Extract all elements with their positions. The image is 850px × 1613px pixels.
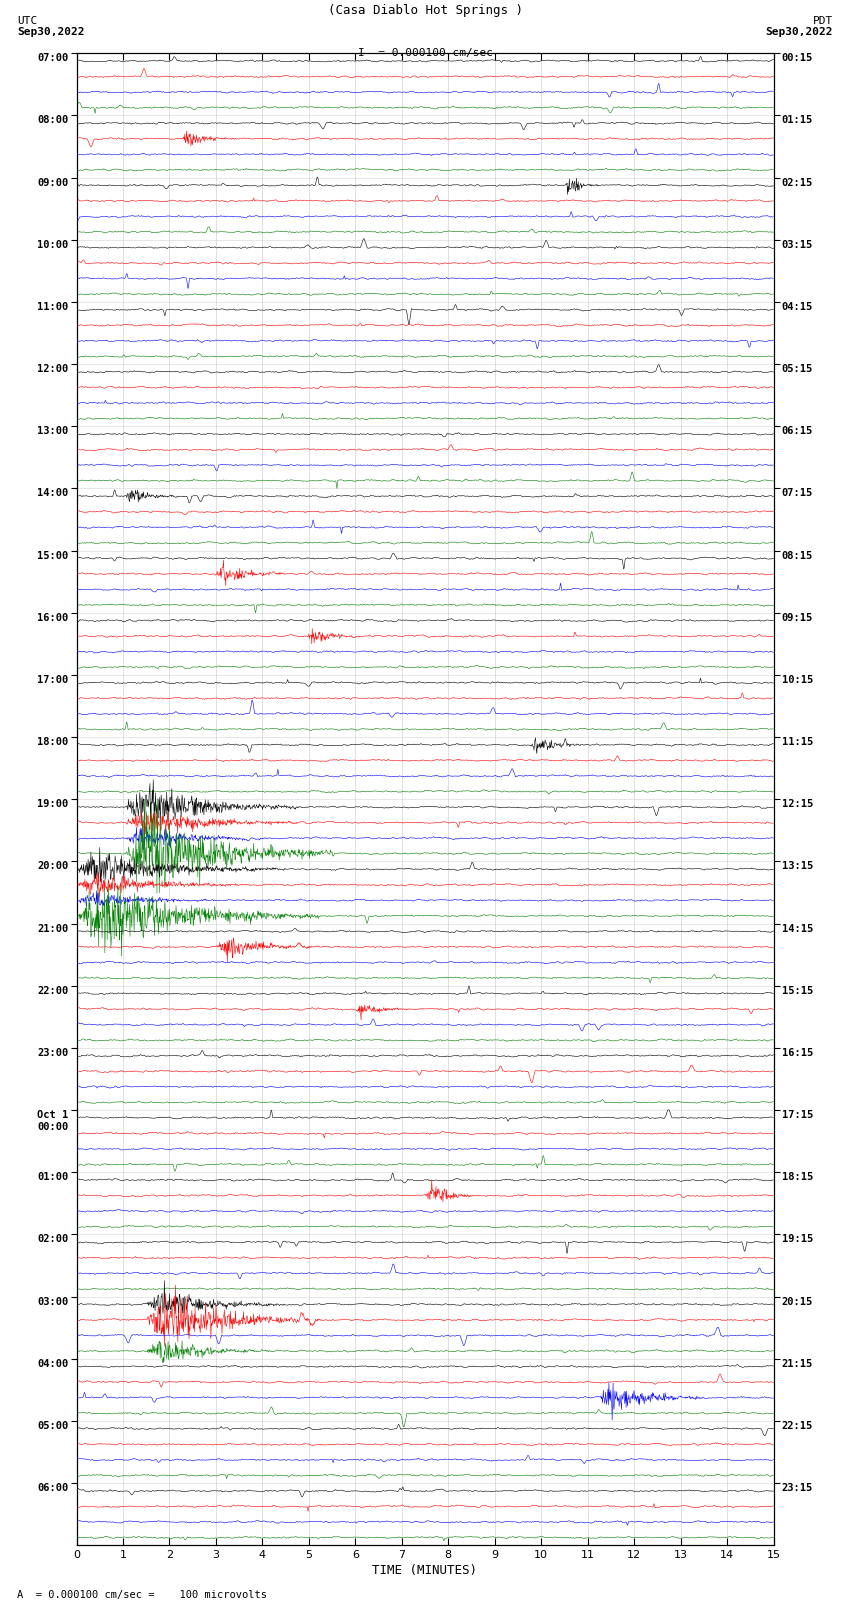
Text: UTC: UTC [17, 16, 37, 26]
Text: Sep30,2022: Sep30,2022 [766, 27, 833, 37]
Text: PDT: PDT [813, 16, 833, 26]
Title: MCS EHZ NC
(Casa Diablo Hot Springs ): MCS EHZ NC (Casa Diablo Hot Springs ) [327, 0, 523, 18]
Text: A  = 0.000100 cm/sec =    100 microvolts: A = 0.000100 cm/sec = 100 microvolts [17, 1590, 267, 1600]
Text: Sep30,2022: Sep30,2022 [17, 27, 84, 37]
X-axis label: TIME (MINUTES): TIME (MINUTES) [372, 1565, 478, 1578]
Text: I  = 0.000100 cm/sec: I = 0.000100 cm/sec [358, 48, 492, 58]
